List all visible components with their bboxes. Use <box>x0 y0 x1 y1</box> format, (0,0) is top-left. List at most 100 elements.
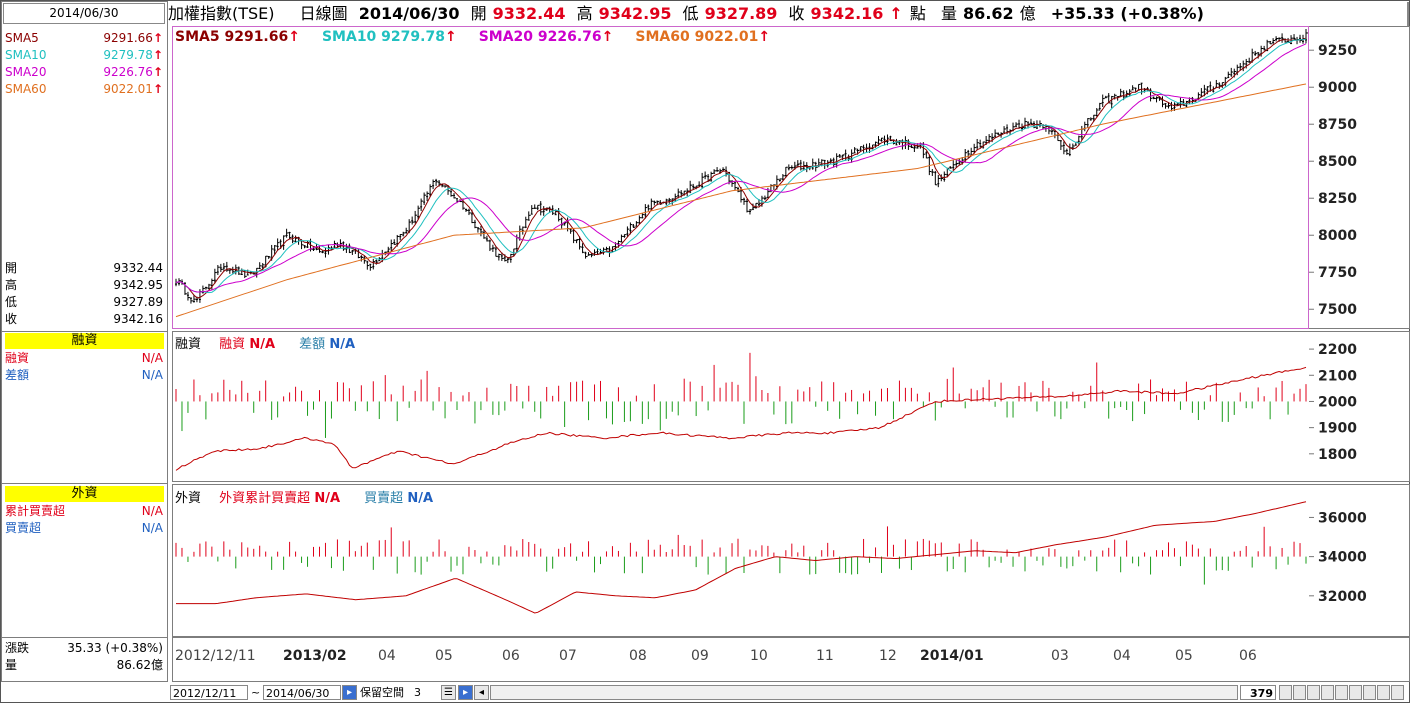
settings-icon[interactable]: ▸ <box>458 685 473 700</box>
price-tick-label: 7500 <box>1318 302 1357 318</box>
header-frame <box>1407 2 1409 26</box>
quote-header: 加權指數(TSE) 日線圖 2014/06/30 開 9332.44 高 9342.… <box>168 3 1210 25</box>
end-date-field[interactable]: 2014/06/30 <box>263 685 341 700</box>
foreign-row-1-value: N/A <box>141 521 163 535</box>
change-value: 35.33 (+0.38%) <box>67 641 163 655</box>
up-arrow-icon: ↑ <box>152 31 163 45</box>
sma-row-1-label: SMA10 <box>5 48 47 62</box>
margin-legend-a-label: 融資 <box>219 337 246 352</box>
reserve-label: 保留空間 <box>360 686 404 699</box>
zoom-in-icon[interactable] <box>1279 685 1292 700</box>
price-legend-item: SMA20 9226.76↑ <box>479 29 614 45</box>
high-label: 高 <box>576 4 593 23</box>
x-axis-label: 12 <box>879 648 897 664</box>
cursor-icon[interactable] <box>1335 685 1348 700</box>
margin-row-0-label: 融資 <box>5 351 30 365</box>
ohlc-row-3-label: 收 <box>5 312 18 326</box>
x-axis-label: 05 <box>1175 648 1193 664</box>
margin-legend-a-value: N/A <box>249 337 276 352</box>
price-legend-label: SMA20 9226.76 <box>478 29 602 45</box>
resize-icon[interactable] <box>1321 685 1334 700</box>
x-axis-label: 10 <box>750 648 768 664</box>
start-date-field[interactable]: 2012/12/11 <box>170 685 248 700</box>
bar-count-field[interactable]: 379 <box>1240 685 1276 700</box>
horizontal-scrollbar[interactable] <box>490 685 1238 700</box>
open-value: 9332.44 <box>492 4 566 23</box>
margin-row-1-label: 差額 <box>5 368 30 382</box>
margin-tick-label: 2000 <box>1318 394 1357 410</box>
volume-label: 量 <box>5 658 18 672</box>
grid-icon[interactable]: ☰ <box>441 685 456 700</box>
x-axis-label: 06 <box>1239 648 1257 664</box>
scroll-left-icon[interactable]: ◂ <box>474 685 489 700</box>
close-icon[interactable] <box>1391 685 1404 700</box>
export-icon[interactable] <box>1363 685 1376 700</box>
x-axis-label: 11 <box>816 648 834 664</box>
up-arrow-icon: ↑ <box>152 82 163 96</box>
price-tick-label: 8000 <box>1318 228 1357 244</box>
sma-row-0: SMA5 9291.66↑ <box>5 30 163 47</box>
margin-legend-name: 融資 <box>175 337 202 352</box>
left-volume-row: 量 86.62億 <box>5 657 163 674</box>
foreign-row-1-label: 買賣超 <box>5 521 42 535</box>
x-axis-label: 08 <box>629 648 647 664</box>
ohlc-row-2-value: 9327.89 <box>113 295 163 309</box>
header-date: 2014/06/30 <box>358 4 460 23</box>
margin-tick-label: 1800 <box>1318 447 1357 463</box>
price-plot-area <box>172 26 1309 329</box>
x-axis-label: 2013/02 <box>283 648 347 664</box>
chart-line-icon[interactable] <box>1293 685 1306 700</box>
ohlc-row-3: 收 9342.16 <box>5 311 163 328</box>
ohlc-row-0-value: 9332.44 <box>113 261 163 275</box>
margin-title: 融資 <box>5 333 164 349</box>
volume-value: 86.62億 <box>116 658 163 672</box>
left-change-row: 漲跌 35.33 (+0.38%) <box>5 640 163 657</box>
crosshair-icon[interactable] <box>1349 685 1362 700</box>
margin-legend-b-value: N/A <box>329 337 356 352</box>
volume-header-label: 量 <box>941 4 958 23</box>
price-legend-label: SMA60 9022.01 <box>635 29 759 45</box>
left-panel-bottom <box>1 637 168 682</box>
foreign-legend: 外資 外資累計買賣超 N/A 買賣超 N/A <box>175 487 433 506</box>
clock-icon[interactable] <box>1307 685 1320 700</box>
ohlc-row-1: 高 9342.95 <box>5 277 163 294</box>
x-axis-label: 03 <box>1051 648 1069 664</box>
foreign-legend-b-label: 買賣超 <box>364 491 404 506</box>
margin-legend: 融資 融資 N/A 差額 N/A <box>175 333 355 352</box>
margin-tick-label: 2100 <box>1318 368 1357 384</box>
sma5-line <box>175 37 1307 299</box>
x-axis-frame <box>172 637 1410 682</box>
foreign-row-0-value: N/A <box>141 504 163 518</box>
foreign-title: 外資 <box>5 486 164 502</box>
low-value: 9327.89 <box>704 4 778 23</box>
price-legend-label: SMA5 9291.66 <box>175 29 289 45</box>
x-axis-label: 05 <box>435 648 453 664</box>
price-tick-label: 8500 <box>1318 154 1357 170</box>
price-legend-label: SMA10 9279.78 <box>321 29 445 45</box>
reserve-value[interactable]: 3 <box>414 686 421 699</box>
x-axis-label: 07 <box>559 648 577 664</box>
print-icon[interactable] <box>1377 685 1390 700</box>
margin-row-0: 融資 N/A <box>5 350 163 367</box>
sma-row-0-label: SMA5 <box>5 31 39 45</box>
up-arrow-icon: ↑ <box>444 29 457 45</box>
apply-range-button[interactable]: ▸ <box>342 685 357 700</box>
x-axis-label: 2012/12/11 <box>175 648 256 664</box>
price-tick-label: 8250 <box>1318 191 1357 207</box>
x-axis-label: 04 <box>378 648 396 664</box>
margin-tick-label: 1900 <box>1318 421 1357 437</box>
ohlc-row-2: 低 9327.89 <box>5 294 163 311</box>
margin-row-1: 差額 N/A <box>5 367 163 384</box>
volume-unit: 億 <box>1019 4 1036 23</box>
sma-row-2-label: SMA20 <box>5 65 47 79</box>
sma-row-3: SMA60 9022.01↑ <box>5 81 163 98</box>
ohlc-row-1-value: 9342.95 <box>113 278 163 292</box>
open-label: 開 <box>470 4 487 23</box>
foreign-row-0-label: 累計買賣超 <box>5 504 66 518</box>
ohlc-row-3-value: 9342.16 <box>113 312 163 326</box>
x-axis-label: 06 <box>502 648 520 664</box>
foreign-tick-label: 32000 <box>1318 589 1367 605</box>
x-axis-label: 04 <box>1113 648 1131 664</box>
foreign-row-0: 累計買賣超 N/A <box>5 503 163 520</box>
header-title: 加權指數(TSE) <box>168 4 275 23</box>
